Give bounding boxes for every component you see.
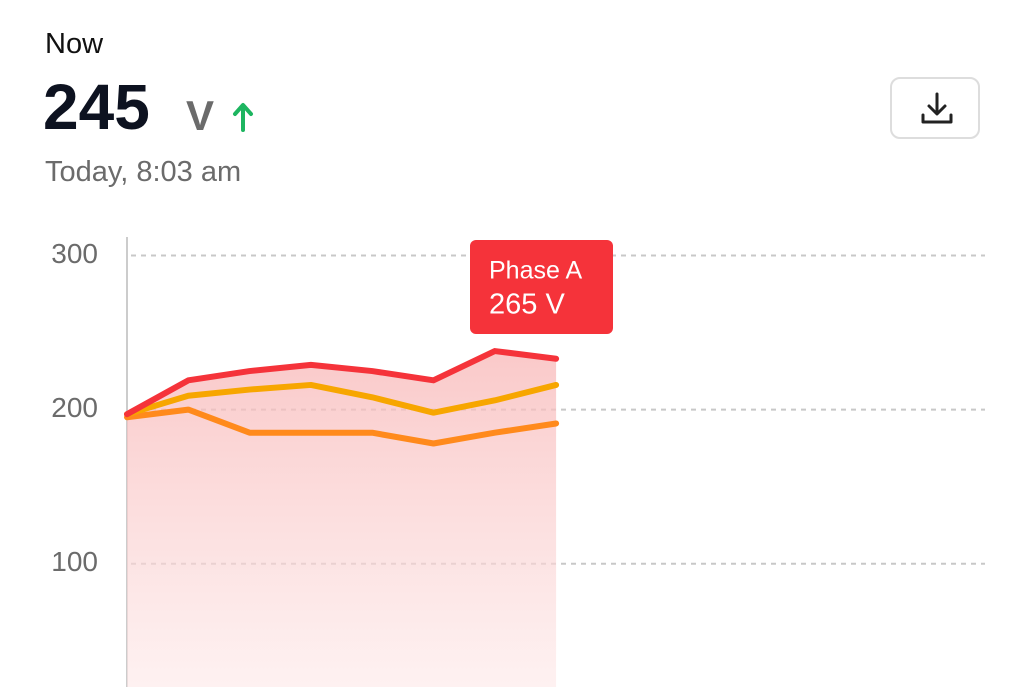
tooltip-value: 265 V bbox=[489, 289, 565, 321]
tooltip bbox=[470, 240, 613, 334]
y-tick-label: 200 bbox=[51, 392, 98, 423]
y-tick-label: 100 bbox=[51, 546, 98, 577]
label: Now bbox=[45, 28, 104, 60]
download-icon bbox=[921, 92, 953, 124]
y-tick-label: 300 bbox=[51, 238, 98, 269]
trend-up-icon bbox=[233, 103, 253, 132]
line bbox=[124, 348, 560, 418]
timestamp: Today, 8:03 am bbox=[45, 156, 242, 188]
unit: V bbox=[186, 92, 215, 139]
line bbox=[124, 381, 560, 418]
current-value: 245 bbox=[43, 71, 150, 143]
download-button[interactable] bbox=[890, 77, 980, 139]
area bbox=[127, 351, 557, 687]
tooltip-title: Phase A bbox=[489, 257, 582, 285]
line bbox=[124, 406, 560, 447]
